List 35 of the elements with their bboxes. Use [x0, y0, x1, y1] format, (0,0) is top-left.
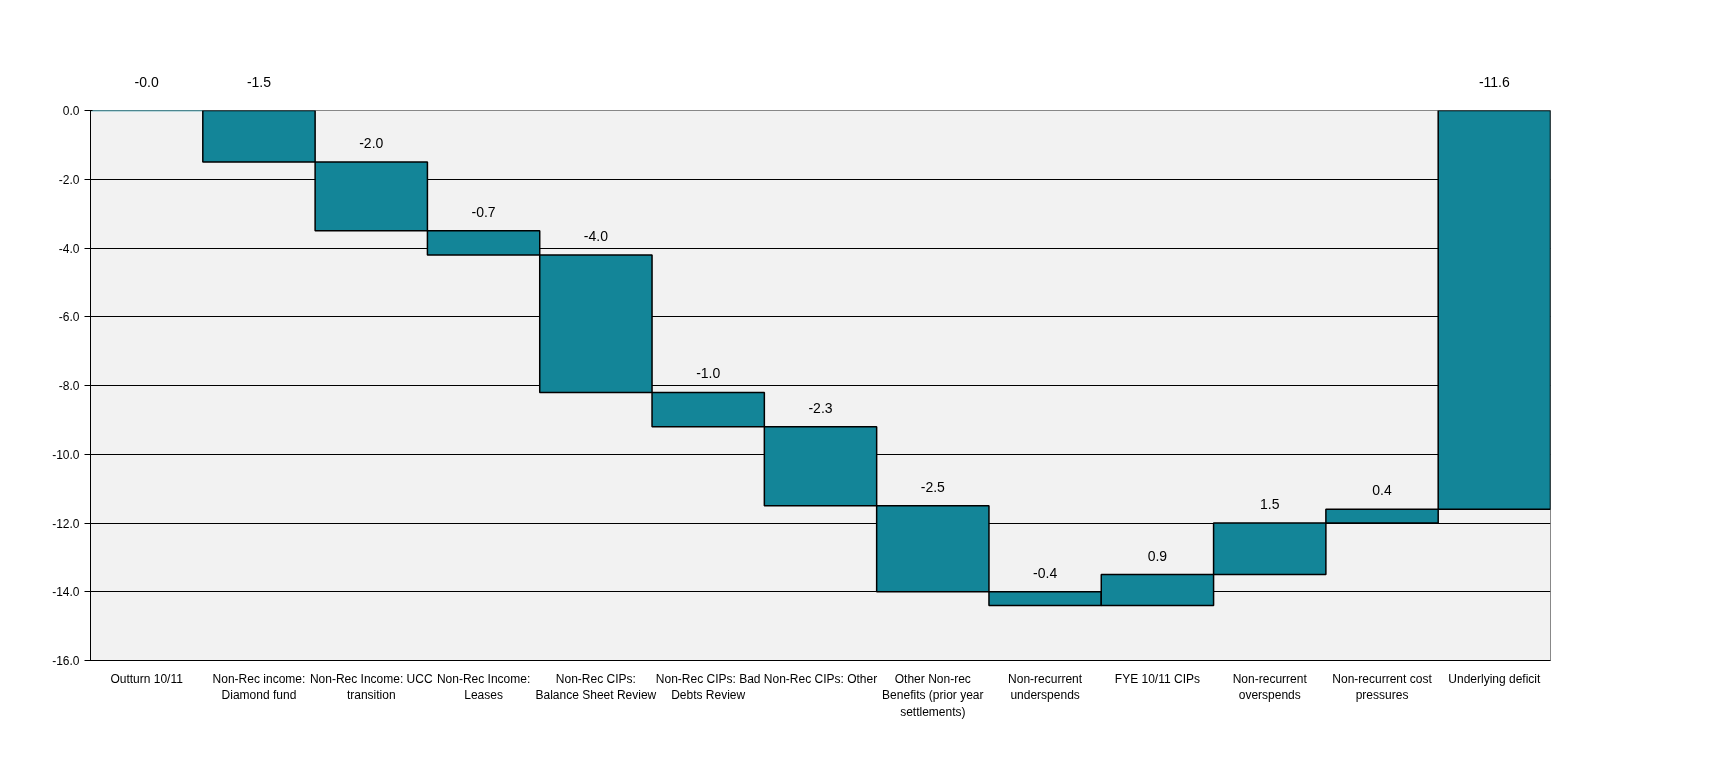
- y-tick-label: -4.0: [58, 241, 80, 256]
- data-label: 0.4: [1372, 482, 1392, 499]
- x-tick-label: Non-Rec income: Diamond fund: [212, 671, 306, 703]
- data-label: -11.6: [1478, 73, 1510, 90]
- data-label: -1.5: [246, 73, 272, 90]
- x-tick-label: Non-recurrent underspends: [1008, 671, 1083, 703]
- data-label: 0.9: [1147, 547, 1168, 564]
- y-tick-label: -12.0: [52, 516, 80, 531]
- y-tick-label: -6.0: [58, 310, 80, 325]
- y-tick-label: -10.0: [52, 447, 80, 462]
- x-tick-label: Non-recurrent overspends: [1232, 671, 1308, 703]
- y-tick-label: -8.0: [58, 379, 80, 393]
- x-tick-label: Other Non-rec Benefits (prior year settlements): [882, 671, 984, 720]
- data-label: -1.0: [696, 365, 721, 382]
- data-label: -0.0: [134, 73, 159, 90]
- data-label: -0.4: [1033, 564, 1058, 581]
- y-tick-label: -14.0: [52, 585, 80, 600]
- y-tick-label: -16.0: [52, 654, 80, 668]
- data-label: 1.5: [1260, 496, 1280, 512]
- data-label: -2.3: [808, 399, 833, 416]
- x-tick-label: FYE 10/11 CIPs: [1114, 671, 1201, 686]
- x-tick-label: Non-Rec Income: Leases: [436, 671, 531, 703]
- x-tick-label: Underlying deficit: [1448, 671, 1542, 686]
- data-label: -2.0: [359, 135, 384, 152]
- x-tick-label: Non-Rec CIPs: Other: [763, 671, 878, 686]
- x-tick-label: Outturn 10/11: [110, 671, 184, 686]
- data-label: -2.5: [920, 478, 946, 495]
- x-tick-label: Non-recurrent cost pressures: [1332, 671, 1433, 703]
- x-tick-label: Non-Rec Income: UCC transition: [309, 671, 433, 703]
- x-tick-label: Non-Rec CIPs: Balance Sheet Review: [535, 671, 657, 703]
- data-label: -4.0: [583, 227, 609, 244]
- x-tick-label: Non-Rec CIPs: Bad Debts Review: [655, 671, 761, 703]
- y-tick-label: -2.0: [58, 172, 80, 187]
- data-label: -0.7: [471, 203, 496, 220]
- y-tick-label: 0.0: [62, 104, 80, 118]
